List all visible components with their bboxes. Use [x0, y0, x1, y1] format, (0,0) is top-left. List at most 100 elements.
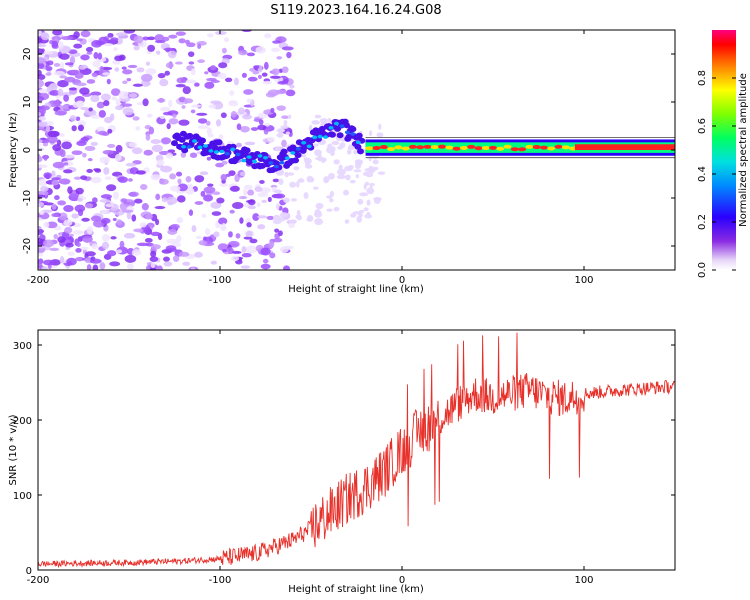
noise-speck	[148, 126, 155, 135]
noise-speck	[240, 125, 250, 133]
tone-peak	[408, 144, 417, 149]
noise-speck	[94, 168, 102, 173]
noise-speck	[77, 197, 83, 202]
noise-speck	[210, 65, 217, 71]
noise-speck	[135, 170, 146, 175]
noise-speck	[241, 30, 252, 33]
noise-speck	[338, 164, 343, 171]
noise-speck	[296, 209, 301, 217]
noise-speck	[51, 179, 59, 186]
noise-speck	[355, 159, 363, 166]
noise-speck	[96, 126, 105, 133]
noise-speck	[279, 212, 289, 218]
noise-speck	[218, 62, 228, 69]
noise-speck	[197, 43, 202, 49]
colorbar-tick-label: 0.6	[697, 118, 708, 134]
noise-speck	[368, 154, 372, 162]
noise-speck	[38, 164, 48, 169]
noise-speck	[215, 119, 222, 127]
noise-speck	[272, 178, 280, 183]
noise-speck	[243, 89, 254, 95]
noise-speck	[122, 69, 133, 75]
noise-speck	[229, 209, 235, 214]
noise-speck	[102, 72, 111, 76]
ridge-core	[263, 155, 268, 160]
noise-speck	[258, 119, 264, 125]
noise-speck	[315, 202, 324, 210]
noise-speck	[348, 165, 354, 170]
noise-speck	[172, 255, 180, 262]
noise-speck	[59, 75, 67, 79]
noise-speck	[186, 42, 196, 48]
noise-speck	[176, 77, 186, 84]
noise-speck	[281, 46, 294, 51]
noise-speck	[63, 219, 73, 227]
noise-speck	[239, 217, 244, 224]
y-tick-label: -10	[22, 190, 33, 206]
ridge-core	[306, 144, 312, 149]
noise-speck	[168, 118, 179, 125]
noise-speck	[104, 176, 112, 180]
noise-speck	[254, 186, 263, 192]
noise-speck	[309, 177, 315, 183]
noise-speck	[116, 249, 123, 254]
noise-speck	[228, 101, 239, 107]
noise-speck	[272, 237, 283, 243]
noise-speck	[176, 235, 182, 242]
noise-speck	[90, 215, 102, 222]
noise-speck	[243, 184, 253, 190]
noise-speck	[221, 47, 227, 54]
noise-speck	[79, 87, 90, 95]
noise-speck	[178, 38, 186, 44]
tone-peak	[459, 145, 468, 150]
noise-speck	[127, 64, 138, 69]
noise-speck	[176, 217, 184, 224]
noise-speck	[336, 174, 346, 180]
noise-speck	[143, 149, 153, 156]
noise-speck	[126, 263, 134, 270]
noise-speck	[41, 266, 48, 270]
colorbar-tick-label: 0.4	[697, 166, 708, 182]
noise-speck	[112, 217, 117, 222]
ridge-core	[246, 155, 252, 159]
tone-peak	[561, 145, 570, 150]
noise-speck	[38, 79, 45, 88]
noise-speck	[289, 181, 297, 188]
noise-speck	[240, 265, 251, 269]
ridge-core	[202, 144, 208, 148]
noise-speck	[64, 76, 76, 83]
ridge-core	[339, 124, 345, 128]
noise-speck	[77, 124, 84, 132]
noise-speck	[221, 222, 226, 230]
noise-speck	[38, 237, 44, 245]
noise-speck	[164, 70, 170, 76]
noise-speck	[278, 178, 284, 186]
noise-speck	[86, 79, 96, 84]
x-tick-label: -100	[209, 275, 232, 286]
noise-speck	[38, 190, 49, 196]
noise-speck	[163, 256, 170, 262]
y-tick-label: 300	[13, 341, 32, 352]
noise-speck	[76, 242, 81, 247]
noise-speck	[49, 247, 60, 252]
noise-speck	[105, 203, 114, 208]
noise-speck	[42, 50, 54, 55]
noise-speck	[68, 87, 78, 91]
noise-speck	[90, 114, 101, 119]
noise-speck	[110, 236, 117, 240]
noise-speck	[311, 120, 321, 125]
noise-speck	[122, 103, 133, 107]
noise-speck	[76, 38, 83, 42]
noise-speck	[241, 246, 247, 253]
noise-speck	[75, 116, 81, 122]
noise-speck	[313, 186, 319, 190]
noise-speck	[38, 37, 42, 44]
noise-speck	[155, 218, 160, 226]
snr-x-label: Height of straight line (km)	[288, 584, 424, 595]
noise-speck	[220, 173, 228, 181]
noise-speck	[150, 231, 161, 237]
noise-speck	[257, 215, 268, 219]
noise-speck	[194, 82, 200, 87]
noise-speck	[221, 160, 228, 165]
